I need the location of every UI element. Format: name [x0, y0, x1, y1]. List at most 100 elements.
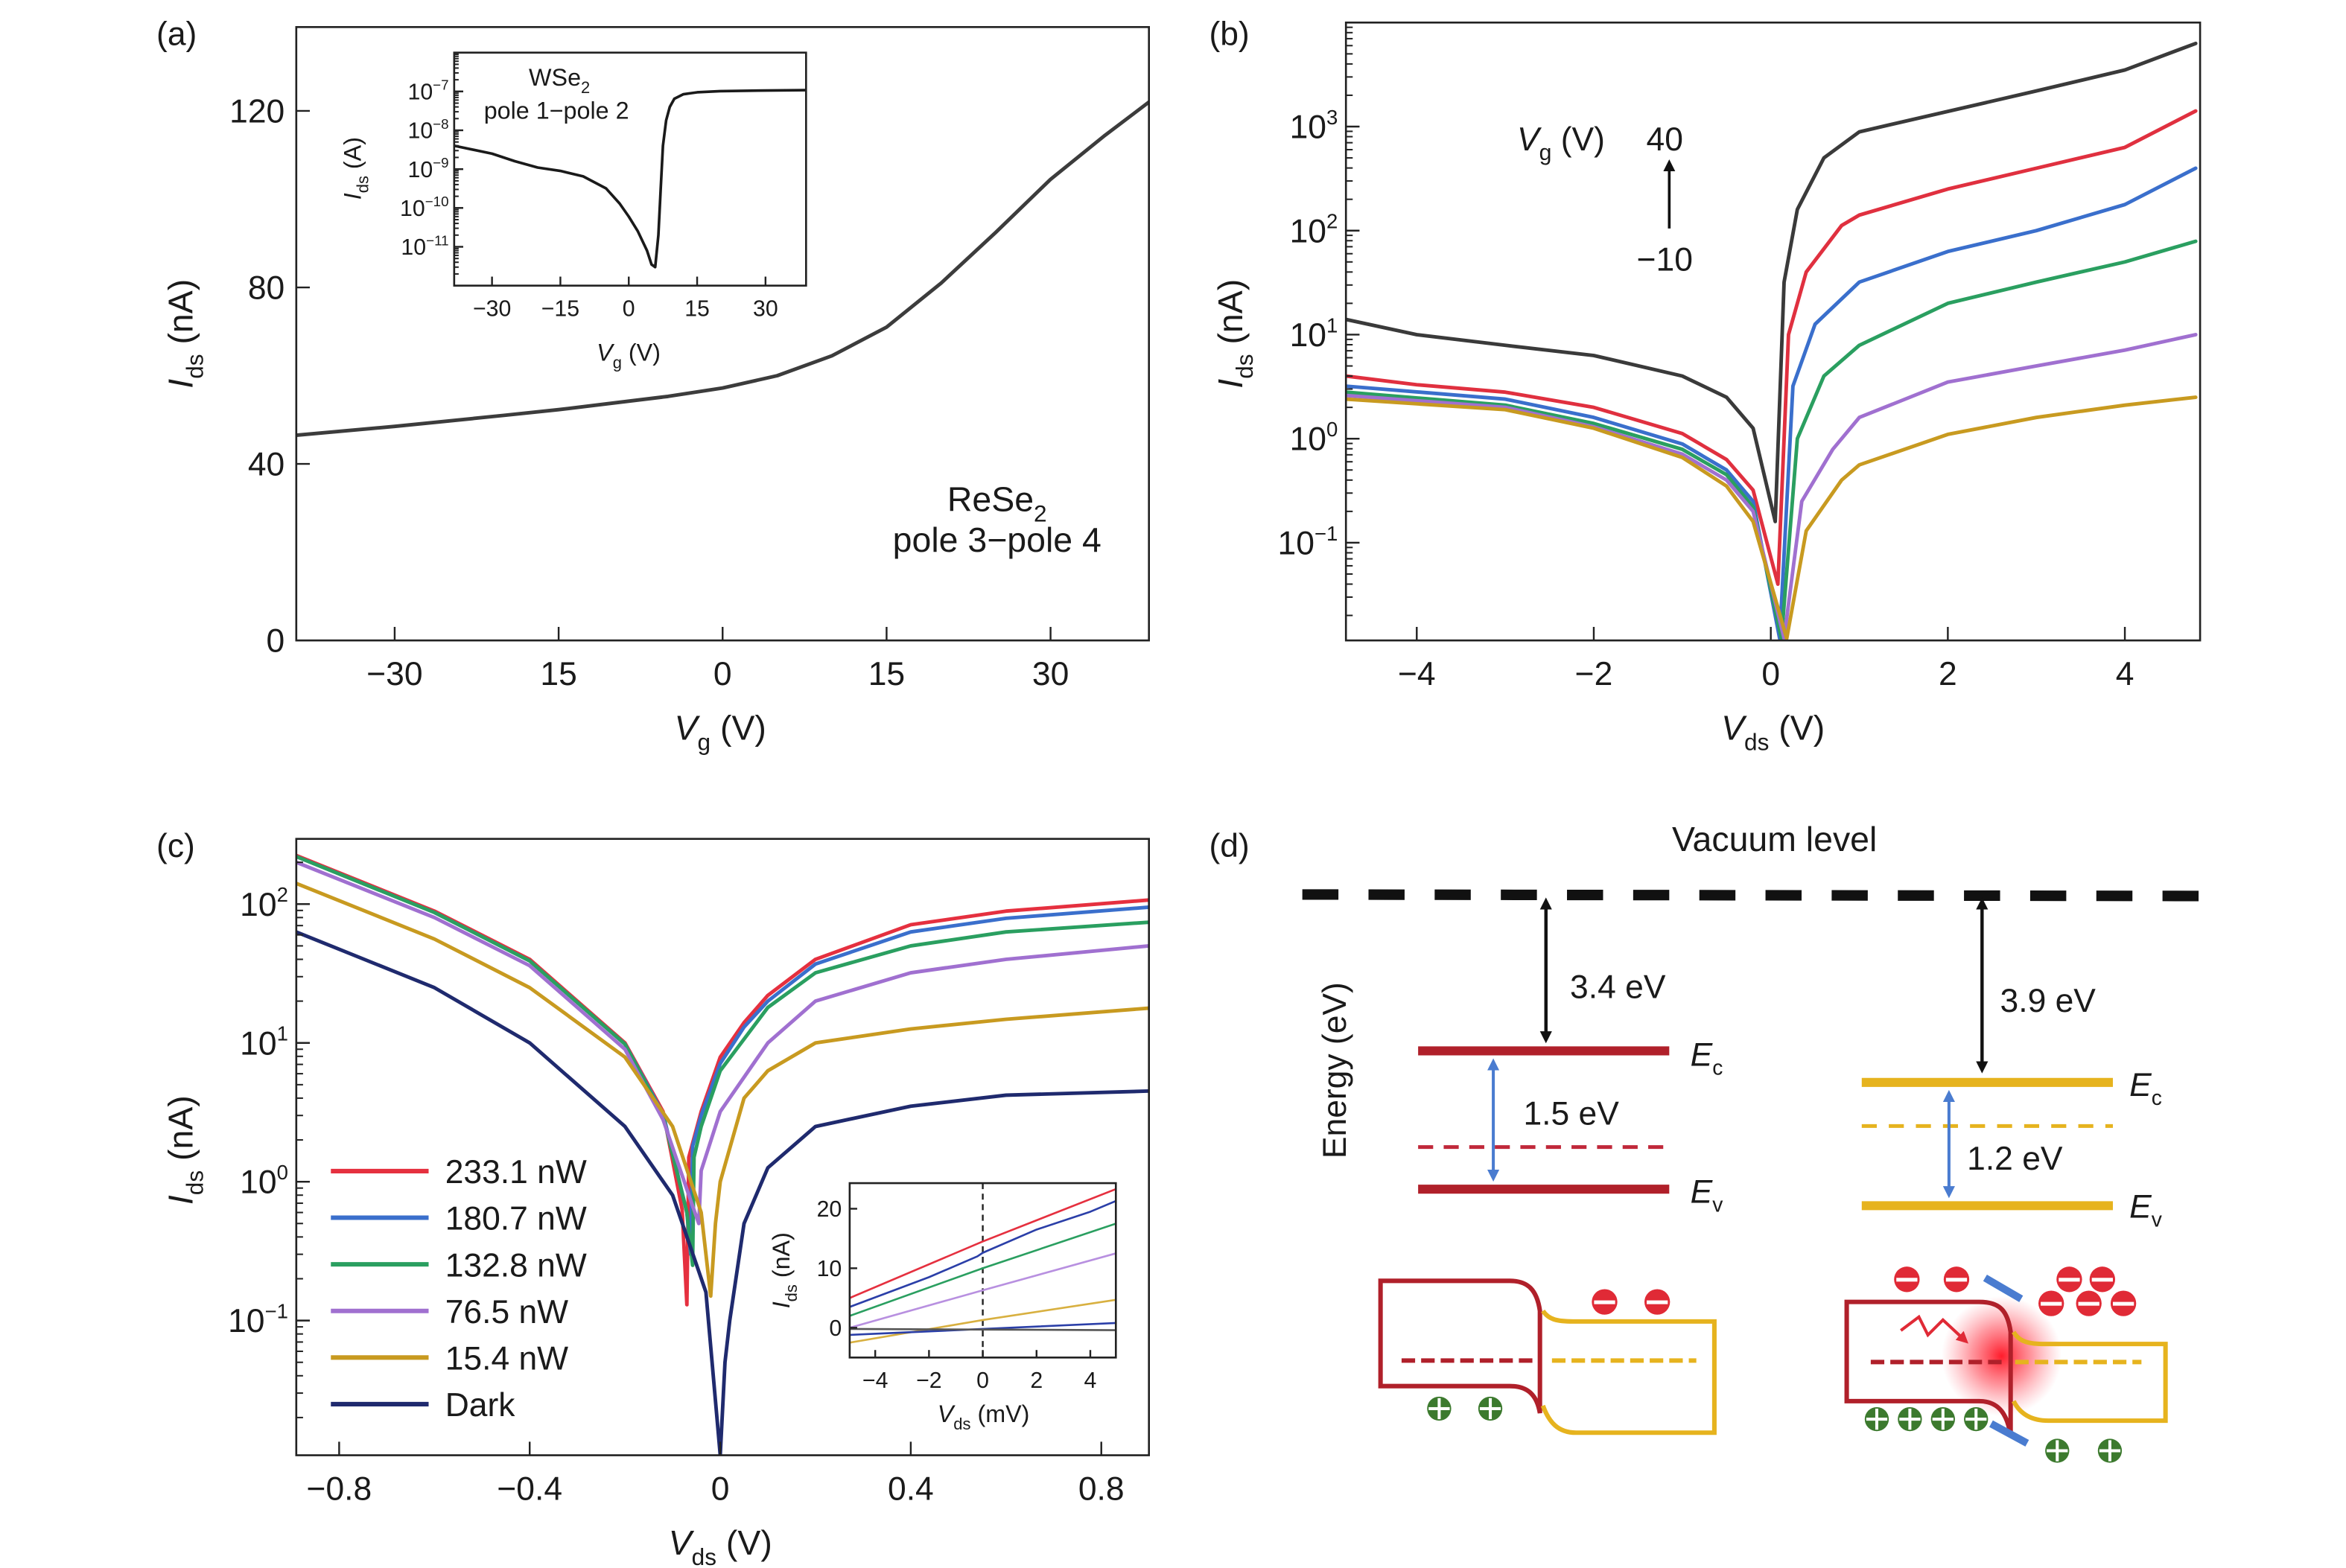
legend-item: 233.1 nW [331, 1154, 587, 1191]
y-tick-label-base: 10 [1290, 213, 1326, 249]
y-tick-label-sup: 0 [1326, 418, 1338, 441]
plot-frame [453, 51, 807, 287]
y-tick-label: 102 [240, 883, 288, 923]
y-tick-label: 10−1 [1278, 522, 1338, 562]
x-axis-label-unit: (V) [622, 340, 661, 366]
y-axis-label-unit: (nA) [161, 1095, 200, 1170]
x-axis-label-sub: ds [1744, 728, 1769, 755]
y-tick-label-sup: −9 [433, 155, 448, 170]
y-tick-label-base: 10 [400, 197, 425, 221]
gate-voltage-label-var: V [1517, 121, 1542, 158]
vacuum-level-label: Vacuum level [1672, 820, 1877, 858]
x-axis-label-unit: (mV) [970, 1400, 1029, 1427]
x-tick-label: −0.4 [497, 1471, 562, 1508]
x-axis-label: Vg (V) [597, 340, 661, 372]
legend-item: 15.4 nW [331, 1340, 568, 1377]
y-tick-label-base: 10 [1290, 109, 1326, 146]
y-tick-label: 10−9 [407, 155, 448, 182]
hole-flow-arrow [1989, 1420, 2029, 1447]
x-axis-label-var: V [938, 1400, 956, 1427]
gate-voltage-label: Vg (V) [1517, 121, 1605, 165]
light-glow [1941, 1295, 2062, 1417]
series-line-0 [849, 1188, 1116, 1299]
legend-label: Dark [445, 1387, 516, 1424]
y-tick-label: 40 [248, 447, 284, 483]
y-tick-label: 10−1 [228, 1299, 288, 1339]
x-axis-label: Vds (V) [669, 1523, 772, 1568]
y-tick-label-sup: −1 [265, 1299, 288, 1322]
y-tick-label: 10−8 [407, 116, 448, 144]
y-tick-label: 80 [248, 270, 284, 307]
y-axis-label-var: I [161, 1195, 200, 1205]
x-tick-label: 0 [623, 297, 635, 322]
left-bandgap-value: 1.5 eV [1523, 1095, 1619, 1132]
y-tick-label: 0 [267, 623, 285, 660]
x-tick-label: 4 [2116, 656, 2134, 692]
hole-icon [2045, 1438, 2070, 1463]
gate-voltage-label-sub: g [1539, 141, 1552, 165]
panel-label-d: (d) [1209, 828, 1249, 864]
y-tick-label: 10−7 [407, 77, 448, 105]
electron-icon [2110, 1290, 2137, 1316]
electron-icon [2038, 1290, 2064, 1316]
y-tick-label-base: 10 [240, 1025, 276, 1062]
x-tick-label: −2 [1575, 656, 1613, 692]
y-tick-label: 10 [817, 1257, 842, 1281]
plot-frame [295, 838, 1151, 1456]
y-axis-label-sub: ds [1231, 354, 1258, 378]
y-axis-label-unit: (A) [340, 137, 366, 176]
series-line-1 [1346, 109, 2198, 586]
x-tick-label: 0.4 [888, 1471, 934, 1508]
y-tick-label: 103 [1290, 106, 1338, 146]
x-axis-label-sub: ds [953, 1415, 970, 1433]
x-axis-label-var: V [597, 340, 615, 366]
y-axis-label-sub: ds [782, 1284, 801, 1301]
y-tick-label: 0 [829, 1316, 842, 1341]
y-tick-label-base: 10 [240, 1164, 276, 1201]
hole-icon [2097, 1438, 2123, 1463]
x-axis-label-unit: (V) [1769, 708, 1825, 747]
x-axis-label-sub: ds [692, 1543, 716, 1568]
gate-voltage-annotation: Vg (V) 40 −10 [1517, 121, 1693, 278]
vacuum-level-line [1302, 889, 2199, 902]
y-axis-label: Ids (nA) [161, 1095, 208, 1205]
x-tick-label: 0 [711, 1471, 730, 1508]
left-ev-label: Ev [1691, 1173, 1724, 1216]
x-tick-label: 0 [976, 1368, 989, 1393]
x-axis-label-var: V [675, 708, 701, 747]
x-axis-label-unit: (V) [716, 1523, 772, 1562]
right-ev-label: Ev [2129, 1189, 2163, 1231]
material-label-text: WSe [529, 64, 581, 91]
legend: 233.1 nW 180.7 nW 132.8 nW 76.5 nW 15.4 nW Da… [331, 1154, 587, 1424]
y-tick-label: 101 [240, 1022, 288, 1062]
series-line-0 [296, 100, 1149, 437]
x-tick-label: −2 [916, 1368, 942, 1393]
series-line-dark [296, 930, 1149, 1456]
y-axis-label-var: I [161, 379, 200, 389]
y-tick-label: 101 [1290, 313, 1338, 354]
energy-band-diagram: Vacuum level Energy (eV) 3.4 eV 1.5 eV E… [1302, 820, 2199, 1463]
left-ec-label: Ec [1691, 1037, 1723, 1080]
energy-axis-label: Energy (eV) [1317, 982, 1353, 1159]
y-tick-label-base: 10 [240, 887, 276, 923]
series-line-2 [1346, 166, 2198, 641]
electron-icon [2089, 1266, 2116, 1293]
x-tick-label: −30 [473, 297, 511, 322]
series-line-6 [849, 1328, 1116, 1331]
x-axis-label: Vds (mV) [938, 1400, 1030, 1433]
hole-icon [1478, 1396, 1503, 1421]
gate-max-label: 40 [1647, 121, 1683, 158]
series-line-0 [1346, 41, 2198, 523]
x-axis-label-var: V [669, 1523, 695, 1562]
hole-icon [1864, 1406, 1889, 1432]
electron-icon [1943, 1266, 1970, 1293]
hole-icon [1427, 1396, 1452, 1421]
y-axis-label-var: I [340, 193, 366, 200]
plot-frame [1344, 21, 2202, 642]
hole-icon [1898, 1406, 1922, 1432]
hole-icon [1930, 1406, 1955, 1432]
y-axis-label-unit: (nA) [1211, 279, 1250, 354]
legend-label: 15.4 nW [445, 1340, 568, 1377]
series-line-3 [1346, 239, 2198, 641]
